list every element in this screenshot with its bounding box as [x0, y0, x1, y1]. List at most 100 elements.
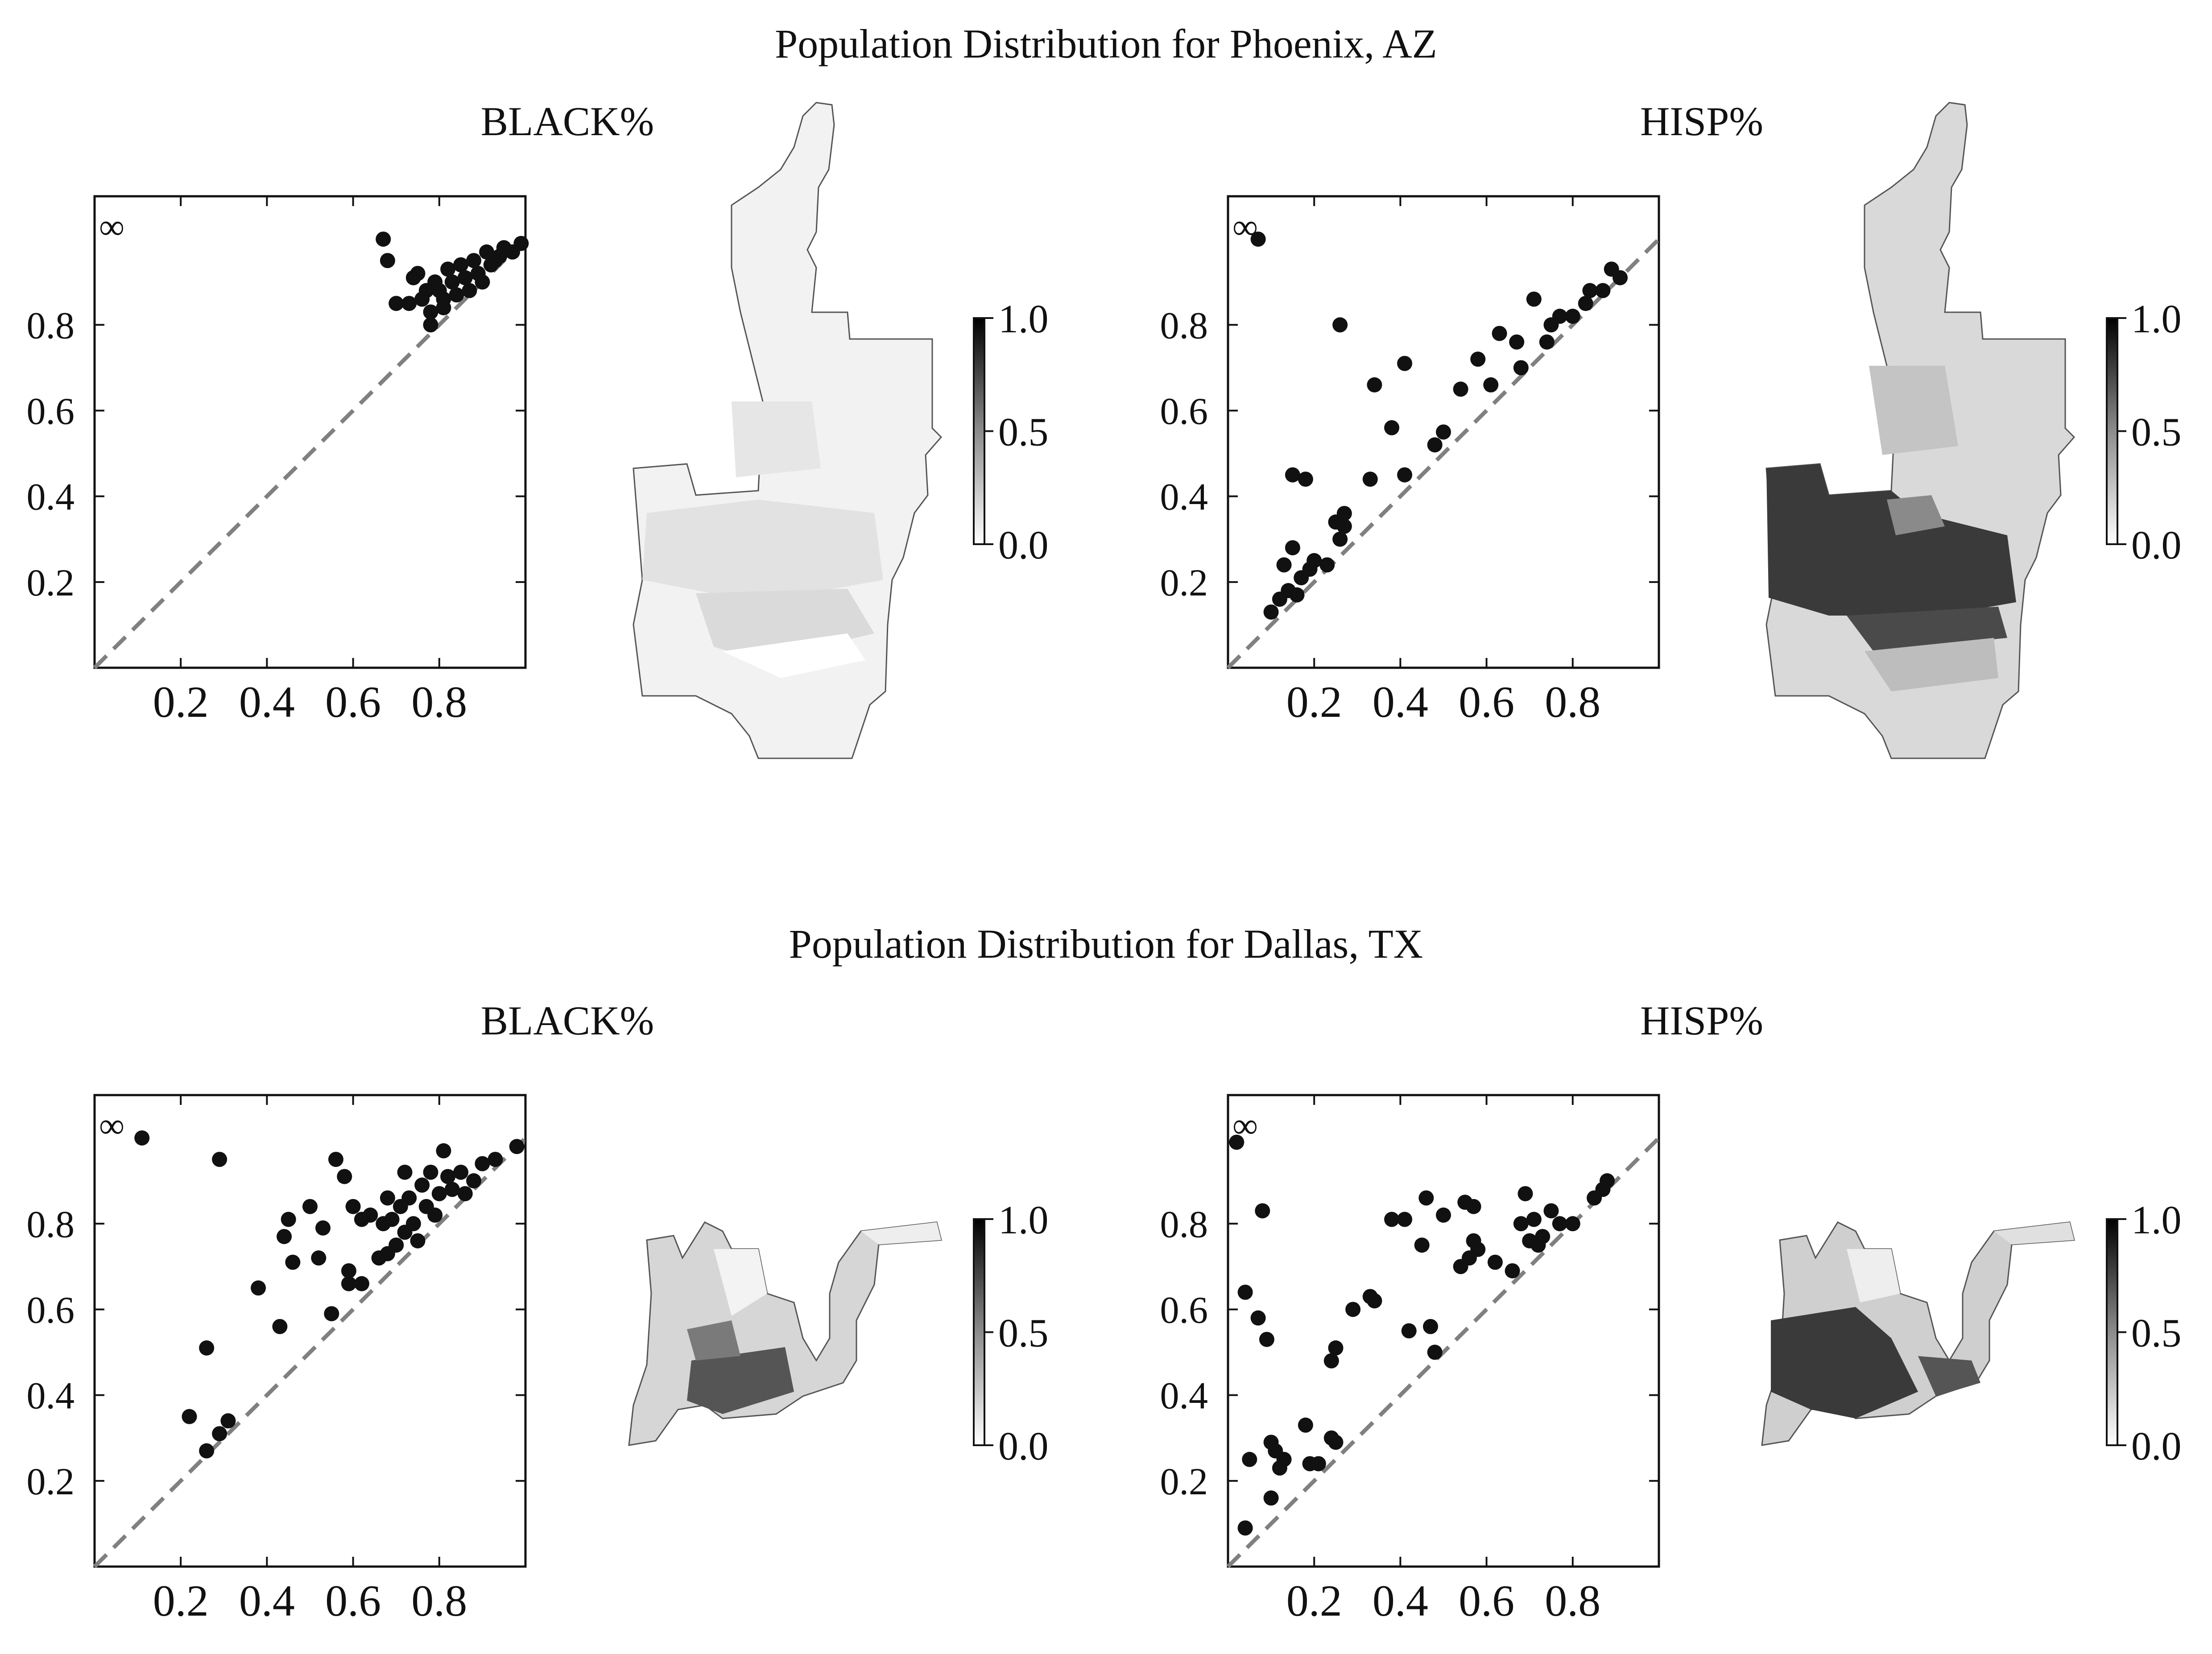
y-tick-label: 0.4 [1160, 1374, 1208, 1417]
y-tick-label: 0.8 [1160, 304, 1208, 347]
y-tick-label: 0.8 [1160, 1203, 1208, 1245]
panel-title-dallas-hisp: HISP% [1640, 998, 1764, 1043]
map-phoenix-black [633, 102, 943, 759]
scatter-point [1526, 291, 1542, 307]
y-tick-label: 0.8 [27, 304, 75, 347]
colorbar-tick-label: 0.5 [998, 1311, 1049, 1356]
scatter-point [1565, 309, 1580, 324]
scatter-point [1323, 1353, 1339, 1369]
x-tick-label: 0.6 [325, 677, 381, 727]
scatter-point [1285, 467, 1300, 483]
scatter-point [1362, 471, 1378, 487]
scatter-point [1250, 1310, 1266, 1326]
scatter-point [488, 1152, 503, 1167]
scatter-point [431, 1186, 447, 1202]
x-tick-label: 0.2 [1286, 677, 1342, 727]
axes-frame [1227, 195, 1660, 669]
scatter-point [1367, 377, 1382, 393]
y-tick-label: 0.2 [27, 561, 75, 604]
colorbar-tick-label: 1.0 [998, 1198, 1049, 1242]
scatter-point [397, 1164, 413, 1180]
scatter-point [1582, 283, 1598, 298]
scatter-point [405, 1216, 421, 1232]
scatter-point [1384, 1212, 1400, 1227]
colorbar-tick-label: 0.0 [998, 523, 1049, 567]
scatter-point [311, 1250, 327, 1266]
scatter-point [199, 1340, 215, 1356]
scatter-plot-dallas-hisp: 0.2 0.4 0.6 0.80.20.40.60.8∞ [1160, 1094, 1661, 1625]
scatter-point [315, 1220, 331, 1236]
x-tick-label: 0.2 [1286, 1576, 1342, 1625]
scatter-point [436, 300, 451, 315]
colorbar-tick-label: 0.0 [998, 1424, 1049, 1468]
scatter-point [1276, 1451, 1292, 1467]
scatter-point [1237, 1520, 1253, 1536]
scatter-point [1250, 232, 1266, 247]
scatter-point [1276, 557, 1292, 573]
scatter-point [401, 1190, 417, 1206]
scatter-point [440, 1169, 456, 1184]
colorbar-gradient [2106, 1218, 2118, 1446]
scatter-point [1436, 1207, 1451, 1223]
map-phoenix-hisp [1765, 102, 2076, 759]
scatter-point [1513, 360, 1529, 376]
scatter-point [1237, 1285, 1253, 1300]
colorbar-gradient [2106, 317, 2118, 545]
scatter-point [1505, 1263, 1520, 1278]
scatter-point [1328, 1435, 1344, 1450]
diagonal-reference-line [1226, 237, 1661, 670]
scatter-point [1492, 326, 1507, 341]
colorbar-tick-label: 0.5 [2131, 410, 2182, 455]
scatter-point [384, 1212, 400, 1227]
scatter-point [1483, 377, 1499, 393]
diagonal-reference-line [93, 237, 527, 670]
scatter-point [1526, 1212, 1542, 1227]
y-tick-label: 0.8 [27, 1203, 75, 1245]
scatter-point [1427, 1344, 1443, 1360]
x-tick-label: 0.8 [1545, 677, 1600, 727]
scatter-point [1367, 1293, 1382, 1309]
scatter-point [341, 1276, 356, 1291]
scatter-point [1336, 506, 1352, 521]
x-tick-label: 0.6 [325, 1576, 381, 1625]
scatter-point [1289, 587, 1305, 603]
scatter-point [475, 1156, 490, 1171]
scatter-point [212, 1152, 227, 1167]
scatter-point [1513, 1216, 1529, 1232]
y-tick-label: 0.4 [1160, 476, 1208, 518]
scatter-point [251, 1280, 266, 1296]
scatter-point [354, 1276, 369, 1291]
y-tick-label: 0.2 [27, 1460, 75, 1503]
panel-title-phoenix-black: BLACK% [480, 99, 654, 144]
scatter-point [444, 274, 460, 290]
colorbar-tick-label: 0.0 [2131, 1424, 2182, 1468]
scatter-point [1401, 1323, 1417, 1339]
scatter-point [1418, 1190, 1434, 1206]
scatter-point [376, 232, 391, 247]
scatter-point [1453, 381, 1468, 397]
scatter-point [345, 1199, 361, 1214]
map-outline [628, 1221, 942, 1446]
scatter-point [475, 274, 490, 290]
scatter-point [341, 1263, 356, 1278]
scatter-point [1578, 296, 1593, 311]
panel-title-phoenix-hisp: HISP% [1640, 99, 1764, 144]
scatter-point [363, 1207, 378, 1223]
x-tick-label: 0.4 [239, 677, 295, 727]
y-tick-label: 0.6 [1160, 389, 1208, 432]
y-tick-label: 0.2 [1160, 1460, 1208, 1503]
x-tick-label: 0.2 [153, 1576, 209, 1625]
scatter-point [220, 1413, 236, 1429]
scatter-point [1328, 1340, 1344, 1356]
scatter-point [1332, 317, 1348, 333]
scatter-point [1397, 356, 1413, 371]
colorbar-phoenix-hisp: 1.0 0.5 0.0 [2106, 297, 2182, 567]
map-dallas-hisp [1761, 1221, 2075, 1446]
scatter-point [466, 253, 482, 269]
scatter-point [1600, 1173, 1615, 1189]
scatter-point [1612, 270, 1628, 285]
colorbar-gradient [973, 317, 985, 545]
scatter-point [453, 1164, 469, 1180]
scatter-point [1427, 437, 1443, 453]
map-dallas-black [628, 1221, 942, 1446]
